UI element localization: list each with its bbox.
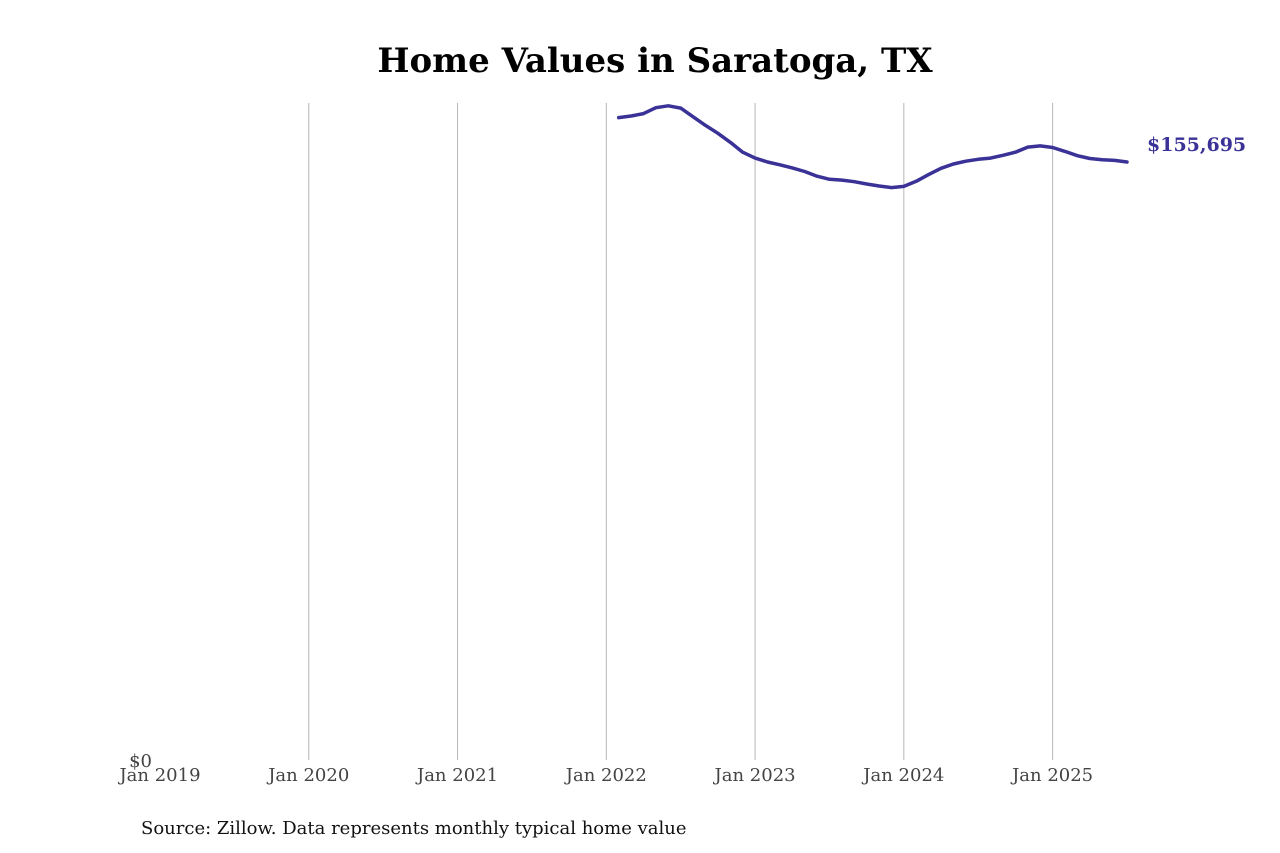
x-tick-label: Jan 2024	[861, 765, 944, 786]
x-tick-label: Jan 2019	[117, 765, 200, 786]
x-tick-label: Jan 2020	[266, 765, 349, 786]
x-tick-label: Jan 2025	[1010, 765, 1093, 786]
x-axis-ticks: Jan 2019 Jan 2020 Jan 2021 Jan 2022 Jan 2023…	[117, 765, 1093, 786]
x-tick-label: Jan 2022	[564, 765, 647, 786]
source-note: Source: Zillow. Data represents monthly …	[141, 818, 687, 839]
x-tick-label: Jan 2023	[713, 765, 796, 786]
end-value-label: $155,695	[1147, 134, 1246, 156]
chart-title: Home Values in Saratoga, TX	[377, 41, 933, 81]
x-tick-label: Jan 2021	[415, 765, 498, 786]
y-tick-label-zero: $0	[129, 751, 152, 772]
gridlines	[308, 103, 1054, 760]
series-line	[616, 104, 1129, 190]
